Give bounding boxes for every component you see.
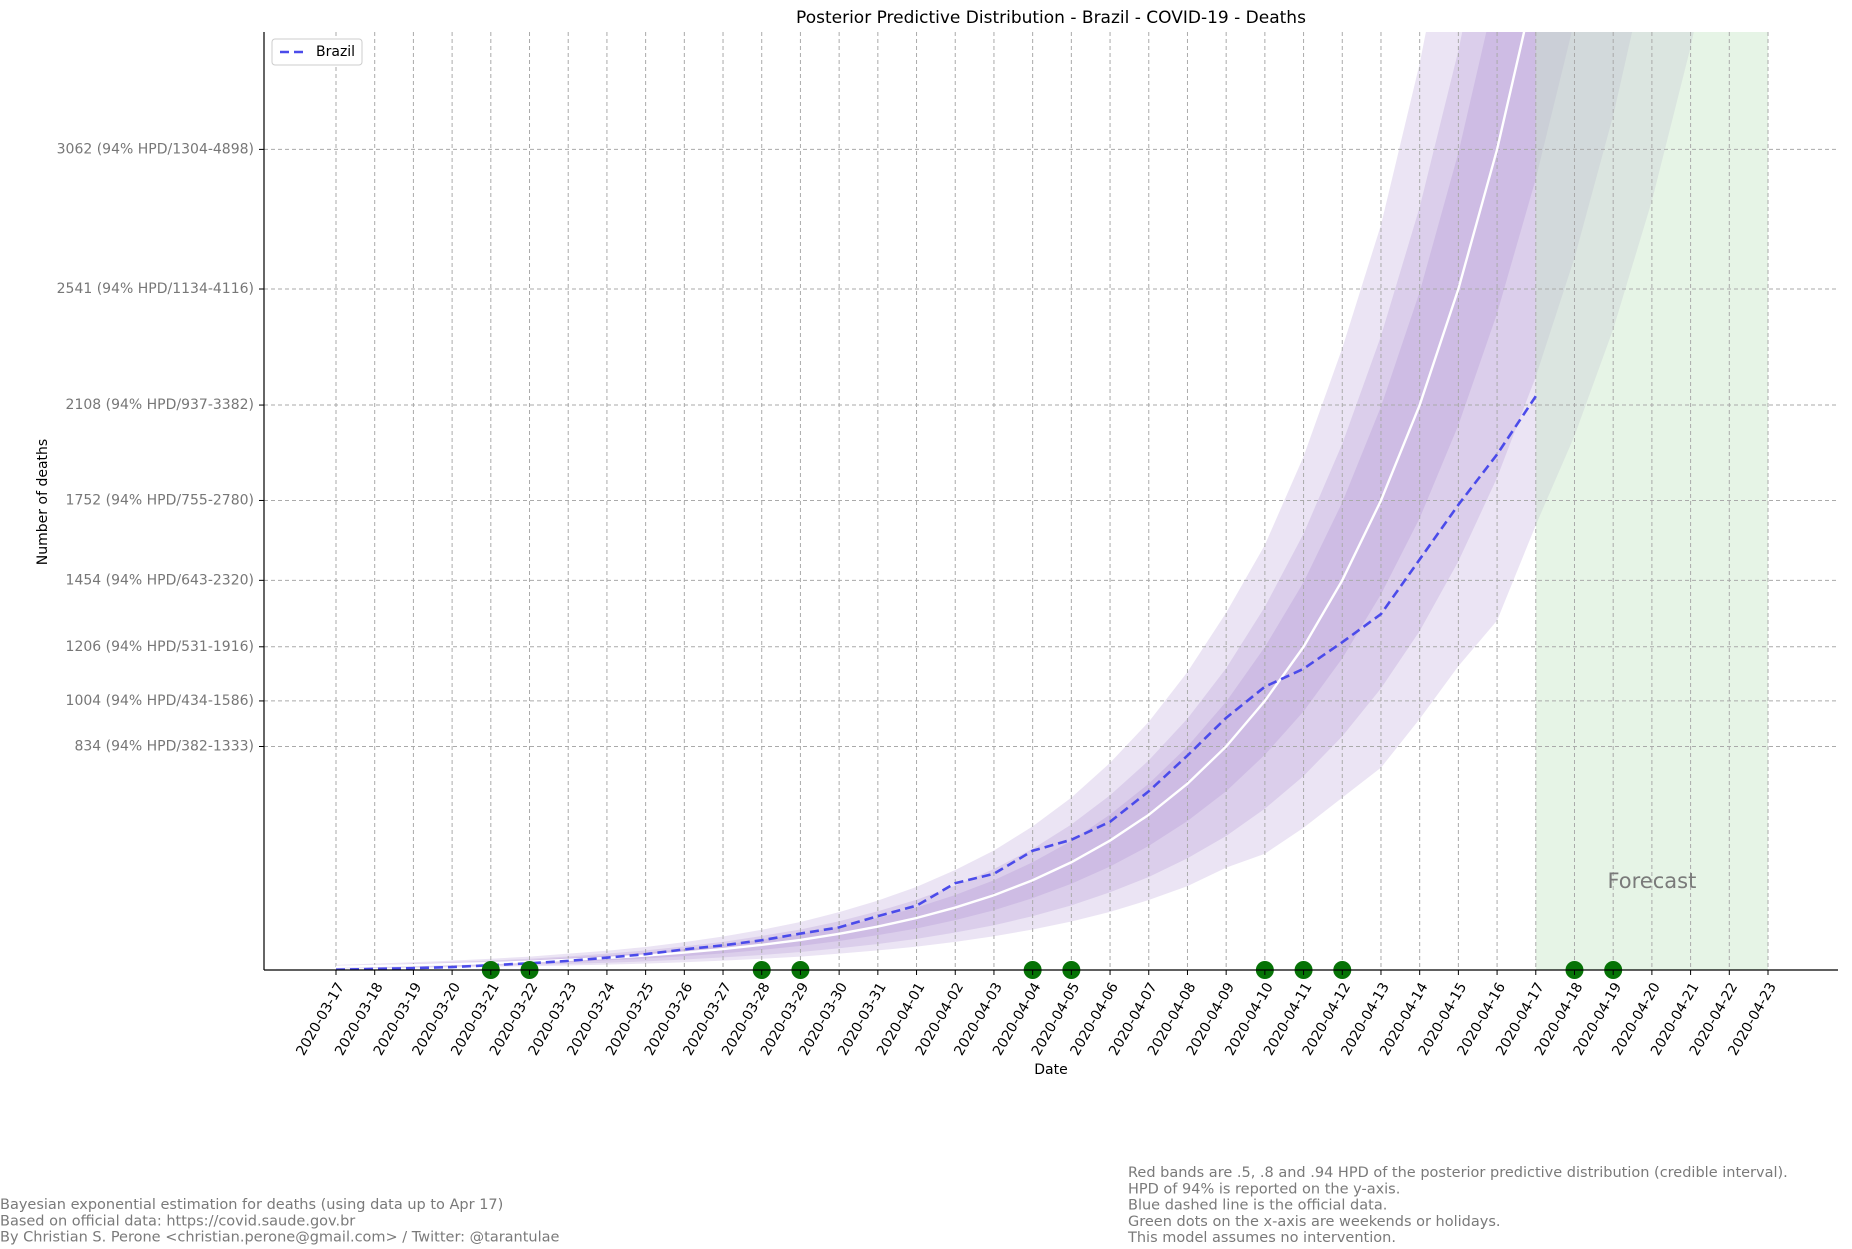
footer-note: Red bands are .5, .8 and .94 HPD of the … — [1128, 1165, 1788, 1181]
y-tick-label: 834 (94% HPD/382-1333) — [74, 738, 254, 754]
plot-area — [264, 32, 1838, 970]
footer-note: By Christian S. Perone <christian.perone… — [0, 1230, 560, 1246]
y-axis-label: Number of deaths — [35, 439, 51, 565]
y-tick-label: 2108 (94% HPD/937-3382) — [66, 397, 254, 413]
footer-note: HPD of 94% is reported on the y-axis. — [1128, 1181, 1400, 1197]
legend-label: Brazil — [316, 44, 355, 60]
footer-note: Based on official data: https://covid.sa… — [0, 1213, 355, 1229]
hpd-band — [336, 32, 1572, 968]
footer-note: Blue dashed line is the official data. — [1128, 1198, 1387, 1214]
forecast-label: Forecast — [1607, 869, 1696, 893]
y-tick-label: 1752 (94% HPD/755-2780) — [66, 492, 254, 508]
y-tick-label: 2541 (94% HPD/1134-4116) — [57, 281, 254, 297]
y-tick-label: 1454 (94% HPD/643-2320) — [66, 572, 254, 588]
hpd-band — [336, 32, 1633, 969]
footer-note: Bayesian exponential estimation for deat… — [0, 1197, 503, 1213]
y-tick-label: 3062 (94% HPD/1304-4898) — [57, 141, 254, 157]
x-axis-label: Date — [1034, 1062, 1067, 1078]
legend-box — [271, 38, 363, 66]
y-tick-label: 1004 (94% HPD/434-1586) — [66, 693, 254, 709]
y-tick-label: 1206 (94% HPD/531-1916) — [66, 639, 254, 655]
footer-note: Green dots on the x-axis are weekends or… — [1128, 1214, 1501, 1230]
chart-title: Posterior Predictive Distribution - Braz… — [796, 8, 1306, 28]
hpd-band — [336, 32, 1694, 969]
footer-note: This model assumes no intervention. — [1127, 1230, 1396, 1246]
official-line — [335, 395, 1537, 970]
